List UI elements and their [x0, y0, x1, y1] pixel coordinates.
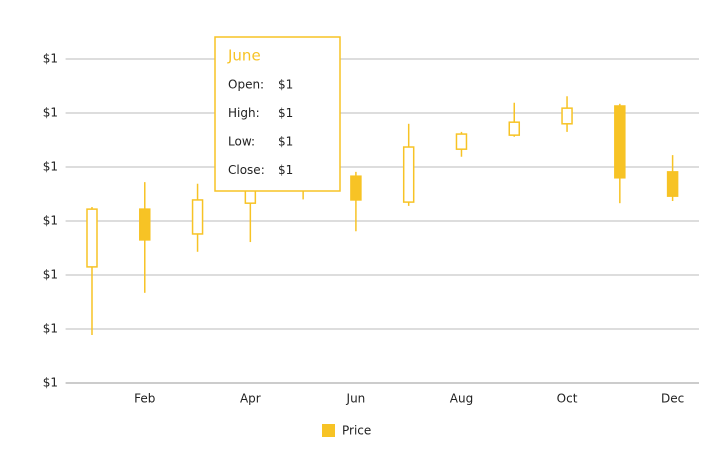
- tooltip-label: Open:: [228, 78, 264, 92]
- legend-swatch: [322, 424, 335, 437]
- candle-body: [455, 133, 468, 150]
- x-tick-label: Oct: [557, 392, 578, 406]
- tooltip-value: $1: [278, 135, 293, 149]
- y-tick-label: $1: [43, 160, 58, 174]
- y-tick-label: $1: [43, 322, 58, 336]
- candle-body: [244, 189, 257, 204]
- candle-body: [614, 105, 626, 179]
- tooltip-value: $1: [278, 78, 293, 92]
- candle-body: [139, 208, 151, 241]
- candle-body: [86, 208, 98, 268]
- candle-body: [561, 107, 573, 125]
- x-tick-label: Apr: [240, 392, 261, 406]
- y-tick-label: $1: [43, 268, 58, 282]
- candle-body: [508, 121, 521, 136]
- tooltip-box: [214, 36, 341, 192]
- candle-body: [350, 175, 362, 201]
- x-tick-label: Jun: [346, 392, 366, 406]
- candle-body: [666, 171, 679, 197]
- y-tick-label: $1: [43, 106, 58, 120]
- y-tick-label: $1: [43, 214, 58, 228]
- x-tick-label: Dec: [661, 392, 684, 406]
- tooltip-label: Close:: [228, 163, 265, 177]
- tooltip-title: June: [227, 47, 261, 65]
- candle-body: [191, 199, 204, 235]
- tooltip-label: Low:: [228, 135, 255, 149]
- legend-label: Price: [342, 424, 371, 438]
- x-tick-label: Feb: [134, 392, 155, 406]
- y-tick-label: $1: [43, 52, 58, 66]
- y-tick-label: $1: [43, 376, 58, 390]
- tooltip-value: $1: [278, 106, 293, 120]
- tooltip-label: High:: [228, 106, 260, 120]
- candle-body: [402, 146, 415, 203]
- tooltip-value: $1: [278, 163, 293, 177]
- x-tick-label: Aug: [450, 392, 473, 406]
